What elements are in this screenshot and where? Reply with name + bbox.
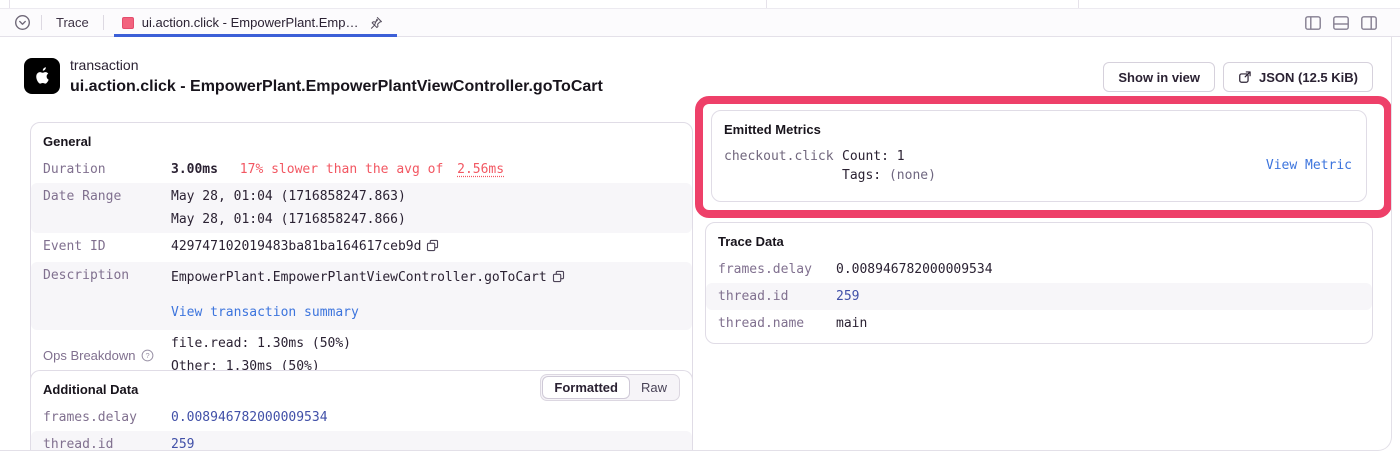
show-in-view-label: Show in view [1118, 69, 1201, 85]
event-id-value: 429747102019483ba81ba164617ceb9d [171, 239, 422, 254]
metric-tags-value: (none) [888, 168, 936, 183]
column-divider-line [9, 0, 10, 8]
pin-tab-button[interactable] [369, 16, 383, 30]
additional-data-section-card: Additional Data Formatted Raw frames.del… [30, 370, 693, 451]
date-range-end: May 28, 01:04 (1716858247.866) [171, 212, 406, 227]
tab-divider [41, 15, 42, 30]
dock-right-icon[interactable] [1360, 14, 1378, 32]
formatted-toggle-button[interactable]: Formatted [542, 376, 630, 399]
column-divider-line [766, 0, 767, 8]
additional-row-value: 0.008946782000009534 [171, 410, 328, 425]
show-in-view-button[interactable]: Show in view [1103, 62, 1216, 92]
view-transaction-summary-link[interactable]: View transaction summary [171, 305, 359, 320]
table-row: thread.id 259 [706, 283, 1372, 310]
trace-row-value: 0.008946782000009534 [836, 262, 993, 277]
format-segmented-control: Formatted Raw [540, 374, 680, 401]
date-range-row: Date Range May 28, 01:04 (1716858247.863… [31, 183, 692, 233]
metric-name: checkout.click [724, 149, 834, 164]
description-label: Description [43, 268, 130, 283]
pin-icon [370, 16, 382, 29]
dock-left-icon[interactable] [1304, 14, 1322, 32]
dock-bottom-icon[interactable] [1332, 14, 1350, 32]
top-strip [0, 0, 1400, 8]
trace-row-value: 259 [836, 289, 860, 304]
date-range-label: Date Range [43, 189, 122, 204]
table-row: frames.delay 0.008946782000009534 [706, 256, 1372, 283]
raw-toggle-button[interactable]: Raw [640, 380, 667, 395]
additional-data-title: Additional Data [43, 382, 139, 397]
trace-row-key: thread.id [718, 289, 789, 304]
event-id-row: Event ID 429747102019483ba81ba164617ceb9… [31, 233, 692, 262]
transaction-op-color-square [121, 16, 134, 29]
tab-trace-label: Trace [56, 15, 89, 30]
copy-event-id-button[interactable] [426, 239, 439, 256]
event-id-label: Event ID [43, 239, 106, 254]
duration-value: 3.00ms [171, 162, 218, 177]
additional-row-key: thread.id [43, 437, 114, 451]
tab-trace[interactable]: Trace [52, 9, 93, 36]
drawer-layout-controls [1304, 14, 1378, 32]
tab-transaction-label: ui.action.click - EmpowerPlant.Emp… [141, 15, 359, 30]
chevron-down-circle-icon [15, 15, 30, 30]
emitted-metrics-section-card: Emitted Metrics checkout.click Count: 1 … [711, 110, 1367, 202]
help-icon[interactable]: ? [141, 349, 154, 362]
table-row: frames.delay 0.008946782000009534 [31, 404, 692, 431]
apple-logo-icon [36, 67, 49, 84]
ops-breakdown-label-group: Ops Breakdown ? [43, 344, 171, 367]
svg-text:?: ? [145, 351, 149, 360]
trace-row-value: main [836, 316, 868, 331]
description-value: EmpowerPlant.EmpowerPlantViewController.… [171, 270, 547, 285]
transaction-title: ui.action.click - EmpowerPlant.EmpowerPl… [70, 78, 603, 95]
duration-average-value: 2.56ms [457, 162, 505, 177]
header-actions: Show in view JSON (12.5 KiB) [1103, 62, 1373, 92]
additional-row-value: 259 [171, 437, 195, 451]
trace-data-section-card: Trace Data frames.delay 0.00894678200000… [705, 222, 1373, 344]
json-download-button[interactable]: JSON (12.5 KiB) [1223, 62, 1373, 92]
general-section-title: General [43, 134, 92, 149]
trace-drawer-tab-bar: Trace ui.action.click - EmpowerPlant.Emp… [0, 8, 1400, 37]
additional-row-key: frames.delay [43, 410, 137, 425]
table-row: thread.id 259 [31, 431, 692, 451]
copy-icon [552, 270, 564, 283]
trace-data-title: Trace Data [718, 234, 784, 249]
ops-breakdown-label: Ops Breakdown [43, 347, 136, 363]
date-range-start: May 28, 01:04 (1716858247.863) [171, 189, 406, 204]
copy-description-button[interactable] [552, 270, 565, 287]
event-type-label: transaction [70, 57, 139, 73]
tab-transaction-active[interactable]: ui.action.click - EmpowerPlant.Emp… [113, 9, 397, 37]
description-row: Description EmpowerPlant.EmpowerPlantVie… [31, 262, 692, 330]
collapse-drawer-button[interactable] [14, 14, 31, 31]
general-section-card: General Duration 3.00ms 17% slower than … [30, 122, 693, 391]
json-button-label: JSON (12.5 KiB) [1259, 69, 1358, 85]
trace-row-key: frames.delay [718, 262, 812, 277]
duration-comparison-text: 17% slower than the avg of [239, 162, 444, 177]
ops-breakdown-line-1: file.read: 1.30ms (50%) [171, 336, 352, 351]
metric-count: Count: 1 [842, 149, 905, 164]
trace-row-key: thread.name [718, 316, 805, 331]
duration-label: Duration [43, 162, 106, 177]
column-divider-line [1078, 0, 1079, 8]
emitted-metrics-title: Emitted Metrics [724, 122, 821, 137]
metric-tags-label: Tags: [842, 168, 882, 183]
external-link-icon [1239, 71, 1251, 83]
active-tab-underline [113, 34, 397, 37]
tab-divider [102, 15, 104, 30]
copy-icon [427, 239, 439, 252]
duration-row: Duration 3.00ms 17% slower than the avg … [31, 156, 692, 183]
project-platform-badge [24, 58, 60, 94]
table-row: thread.name main [706, 310, 1372, 337]
view-metric-link[interactable]: View Metric [1265, 158, 1352, 173]
